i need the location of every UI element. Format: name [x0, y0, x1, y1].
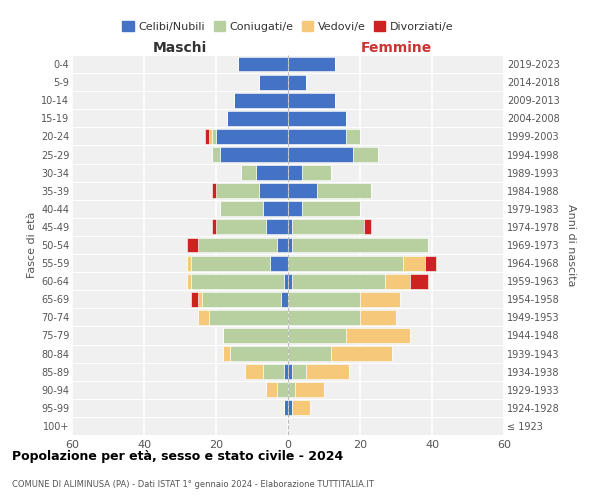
Bar	[263, 364, 284, 379]
Bar	[288, 56, 335, 72]
Bar	[238, 56, 288, 72]
Bar	[216, 184, 259, 198]
Bar	[288, 256, 403, 270]
Bar	[403, 256, 425, 270]
Bar	[364, 220, 371, 234]
Bar	[317, 184, 371, 198]
Bar	[385, 274, 410, 288]
Bar	[212, 184, 216, 198]
Bar	[266, 382, 277, 397]
Bar	[292, 400, 310, 415]
Bar	[191, 256, 270, 270]
Bar	[360, 292, 400, 306]
Bar	[227, 111, 288, 126]
Bar	[288, 147, 353, 162]
Bar	[191, 274, 284, 288]
Bar	[288, 292, 360, 306]
Bar	[288, 111, 346, 126]
Bar	[270, 256, 288, 270]
Bar	[198, 238, 277, 252]
Bar	[346, 129, 360, 144]
Bar	[212, 220, 216, 234]
Bar	[241, 165, 256, 180]
Bar	[295, 382, 324, 397]
Bar	[259, 74, 288, 90]
Bar	[288, 346, 331, 361]
Bar	[284, 400, 288, 415]
Bar	[302, 165, 331, 180]
Bar	[288, 328, 346, 343]
Bar	[292, 364, 306, 379]
Bar	[187, 256, 191, 270]
Bar	[256, 165, 288, 180]
Bar	[288, 220, 292, 234]
Bar	[230, 346, 288, 361]
Bar	[288, 93, 335, 108]
Bar	[198, 292, 202, 306]
Bar	[302, 202, 360, 216]
Bar	[198, 310, 209, 325]
Y-axis label: Fasce di età: Fasce di età	[26, 212, 37, 278]
Bar	[353, 147, 378, 162]
Text: Femmine: Femmine	[361, 41, 431, 55]
Bar	[259, 184, 288, 198]
Bar	[223, 328, 288, 343]
Bar	[410, 274, 428, 288]
Bar	[288, 382, 295, 397]
Bar	[266, 220, 288, 234]
Bar	[202, 292, 281, 306]
Bar	[288, 238, 292, 252]
Bar	[263, 202, 288, 216]
Bar	[292, 274, 385, 288]
Bar	[205, 129, 209, 144]
Text: COMUNE DI ALIMINUSA (PA) - Dati ISTAT 1° gennaio 2024 - Elaborazione TUTTITALIA.: COMUNE DI ALIMINUSA (PA) - Dati ISTAT 1°…	[12, 480, 374, 489]
Y-axis label: Anni di nascita: Anni di nascita	[566, 204, 577, 286]
Bar	[360, 310, 396, 325]
Bar	[284, 364, 288, 379]
Bar	[277, 238, 288, 252]
Bar	[288, 74, 306, 90]
Bar	[223, 346, 230, 361]
Bar	[277, 382, 288, 397]
Bar	[288, 274, 292, 288]
Bar	[220, 202, 263, 216]
Bar	[288, 400, 292, 415]
Bar	[292, 238, 428, 252]
Bar	[288, 129, 346, 144]
Bar	[216, 129, 288, 144]
Bar	[288, 364, 292, 379]
Bar	[288, 165, 302, 180]
Bar	[292, 220, 364, 234]
Bar	[209, 129, 212, 144]
Bar	[234, 93, 288, 108]
Bar	[212, 129, 216, 144]
Text: Maschi: Maschi	[153, 41, 207, 55]
Legend: Celibi/Nubili, Coniugati/e, Vedovi/e, Divorziati/e: Celibi/Nubili, Coniugati/e, Vedovi/e, Di…	[118, 17, 458, 36]
Bar	[425, 256, 436, 270]
Bar	[288, 184, 317, 198]
Bar	[284, 274, 288, 288]
Bar	[281, 292, 288, 306]
Bar	[187, 274, 191, 288]
Bar	[288, 310, 360, 325]
Bar	[331, 346, 392, 361]
Bar	[288, 202, 302, 216]
Bar	[306, 364, 349, 379]
Bar	[209, 310, 288, 325]
Bar	[187, 238, 198, 252]
Bar	[346, 328, 410, 343]
Bar	[212, 147, 220, 162]
Bar	[220, 147, 288, 162]
Text: Popolazione per età, sesso e stato civile - 2024: Popolazione per età, sesso e stato civil…	[12, 450, 343, 463]
Bar	[245, 364, 263, 379]
Bar	[191, 292, 198, 306]
Bar	[216, 220, 266, 234]
